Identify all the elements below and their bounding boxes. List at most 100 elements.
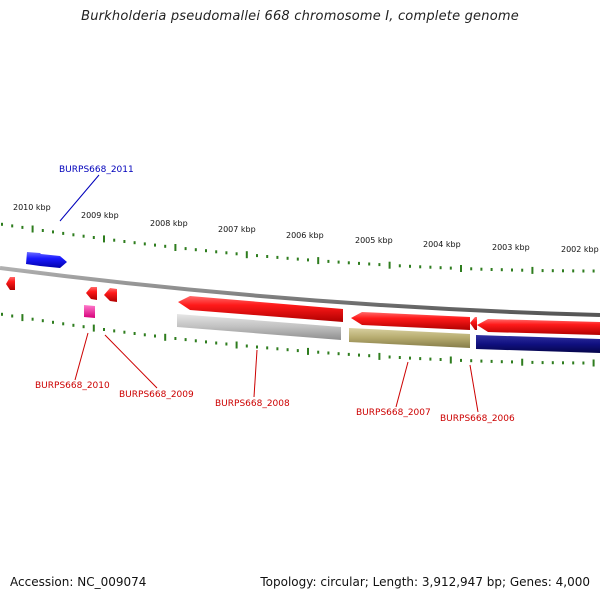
inner-tick — [296, 349, 299, 353]
inner-tick — [592, 359, 595, 367]
gene-burps668-2007-arrow[interactable] — [351, 312, 470, 330]
outer-tick — [256, 254, 258, 258]
outer-tick — [225, 251, 228, 255]
gene-label-burps668-2011[interactable]: BURPS668_2011 — [59, 165, 134, 175]
outer-tick — [460, 265, 462, 272]
leader-burps668-2006 — [469, 364, 479, 413]
inner-tick — [11, 314, 14, 318]
inner-tick — [194, 339, 197, 343]
outer-tick — [572, 269, 575, 273]
inner-tick — [521, 358, 524, 366]
inner-tick — [449, 356, 452, 364]
inner-tick — [164, 333, 167, 341]
inner-tick — [235, 341, 238, 349]
outer-tick — [429, 265, 432, 269]
inner-tick — [256, 345, 258, 349]
outer-tick — [11, 224, 14, 228]
inner-tick — [174, 337, 177, 340]
outer-tick — [419, 265, 422, 269]
gene-burps668-2006[interactable] — [476, 335, 600, 353]
outer-tick — [409, 264, 411, 268]
gene-label-burps668-2006[interactable]: BURPS668_2006 — [440, 414, 515, 424]
gene-burps668-2008[interactable] — [177, 314, 341, 340]
outer-tick — [490, 268, 493, 271]
outer-tick — [31, 225, 34, 233]
inner-tick — [103, 328, 105, 331]
inner-tick — [123, 330, 126, 334]
inner-tick — [429, 357, 432, 361]
outer-tick — [582, 269, 585, 273]
scale-label-2009: 2009 kbp — [81, 211, 119, 220]
inner-tick — [409, 356, 411, 360]
scale-label-2006: 2006 kbp — [286, 231, 324, 240]
inner-tick — [92, 324, 95, 332]
leader-burps668-2007 — [395, 361, 409, 408]
gene-label-burps668-2008[interactable]: BURPS668_2008 — [215, 399, 290, 409]
outer-tick — [21, 225, 24, 229]
gene-burps668-2007[interactable] — [349, 328, 470, 348]
scale-label-2008: 2008 kbp — [150, 219, 188, 228]
inner-tick — [572, 361, 575, 365]
outer-tick — [541, 269, 544, 273]
gene-label-burps668-2010[interactable]: BURPS668_2010 — [35, 381, 110, 391]
gene-burps668-2006-arrow[interactable] — [477, 319, 600, 335]
outer-tick — [449, 266, 452, 270]
gene-labels: BURPS668_2011 BURPS668_2010 BURPS668_200… — [35, 165, 515, 424]
outer-tick — [113, 238, 116, 242]
outer-tick — [531, 266, 534, 274]
outer-tick — [317, 257, 320, 265]
inner-tick — [1, 312, 3, 316]
inner-tick — [500, 360, 503, 364]
inner-tick — [562, 361, 564, 365]
outer-tick — [398, 264, 401, 268]
outer-tick — [470, 267, 473, 271]
inner-tick — [327, 351, 330, 355]
outer-tick — [521, 268, 524, 272]
outer-tick — [133, 241, 136, 245]
scale-label-2004: 2004 kbp — [423, 240, 461, 249]
map-title: Burkholderia pseudomallei 668 chromosome… — [81, 9, 519, 24]
outer-tick — [123, 240, 126, 243]
inner-tick — [184, 338, 187, 342]
accession-text: Accession: NC_009074 — [10, 575, 147, 589]
inner-tick — [531, 360, 534, 364]
gene-label-burps668-2007[interactable]: BURPS668_2007 — [356, 408, 431, 418]
gene-burps668-2008-arrow[interactable] — [178, 296, 343, 322]
inner-tick — [215, 341, 218, 345]
outer-tick — [307, 258, 309, 262]
inner-tick — [113, 329, 116, 333]
inner-tick — [72, 323, 75, 327]
inner-tick — [286, 348, 289, 352]
gene-burps668-2010[interactable] — [84, 305, 95, 318]
inner-tick — [511, 360, 513, 364]
outer-tick — [72, 233, 75, 237]
inner-tick — [133, 332, 136, 335]
inner-tick — [419, 357, 422, 361]
inner-tick — [225, 342, 228, 346]
inner-tick — [470, 359, 473, 363]
outer-tick — [215, 250, 218, 254]
inner-tick-marks — [1, 312, 595, 367]
gene-small-red-c[interactable] — [470, 317, 477, 330]
inner-tick — [82, 325, 85, 329]
outer-tick — [164, 244, 167, 248]
outer-tick-marks — [1, 222, 595, 274]
gene-small-red-b[interactable] — [104, 288, 117, 302]
inner-tick — [347, 352, 350, 356]
scale-labels: 2010 kbp 2009 kbp 2008 kbp 2007 kbp 2006… — [13, 203, 599, 254]
gene-small-red-left[interactable] — [6, 277, 15, 290]
inner-tick — [317, 350, 320, 354]
scale-label-2002: 2002 kbp — [561, 245, 599, 254]
inner-tick — [490, 359, 493, 363]
outer-tick — [378, 263, 381, 267]
outer-tick — [388, 261, 391, 269]
gene-burps668-2011[interactable] — [26, 252, 67, 268]
inner-tick — [154, 334, 156, 338]
inner-tick — [388, 355, 391, 359]
outer-tick — [266, 255, 269, 258]
gene-label-burps668-2009[interactable]: BURPS668_2009 — [119, 390, 194, 400]
scale-label-2005: 2005 kbp — [355, 236, 393, 245]
gene-small-red-a[interactable] — [86, 287, 97, 300]
outer-tick — [62, 231, 65, 235]
outer-tick — [551, 269, 554, 273]
